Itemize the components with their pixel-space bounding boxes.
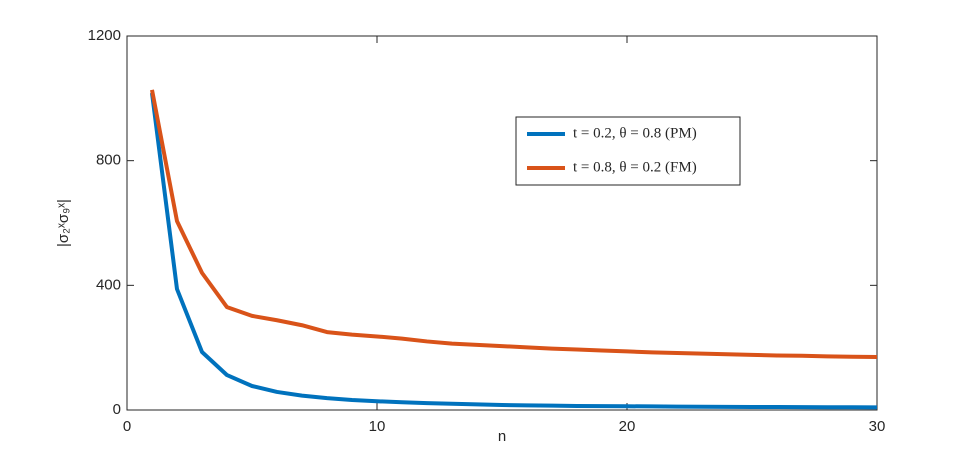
series-line bbox=[150, 89, 878, 360]
legend bbox=[515, 116, 741, 186]
x-tick-label: 0 bbox=[123, 418, 131, 435]
x-tick-label: 20 bbox=[619, 418, 636, 435]
y-axis-label: |σ₂ˣσ₉ˣ| bbox=[55, 199, 72, 247]
legend-label: t = 0.8, θ = 0.2 (FM) bbox=[573, 159, 697, 175]
x-tick-label: 30 bbox=[869, 418, 886, 435]
legend-label: t = 0.2, θ = 0.8 (PM) bbox=[573, 125, 697, 141]
x-tick-label: 10 bbox=[369, 418, 386, 435]
x-axis-label: n bbox=[498, 428, 506, 445]
series-line bbox=[150, 92, 878, 410]
y-tick-label: 0 bbox=[113, 401, 121, 418]
y-tick-label: 400 bbox=[96, 276, 121, 293]
y-tick-label: 1200 bbox=[88, 27, 121, 44]
y-tick-label: 800 bbox=[96, 152, 121, 169]
